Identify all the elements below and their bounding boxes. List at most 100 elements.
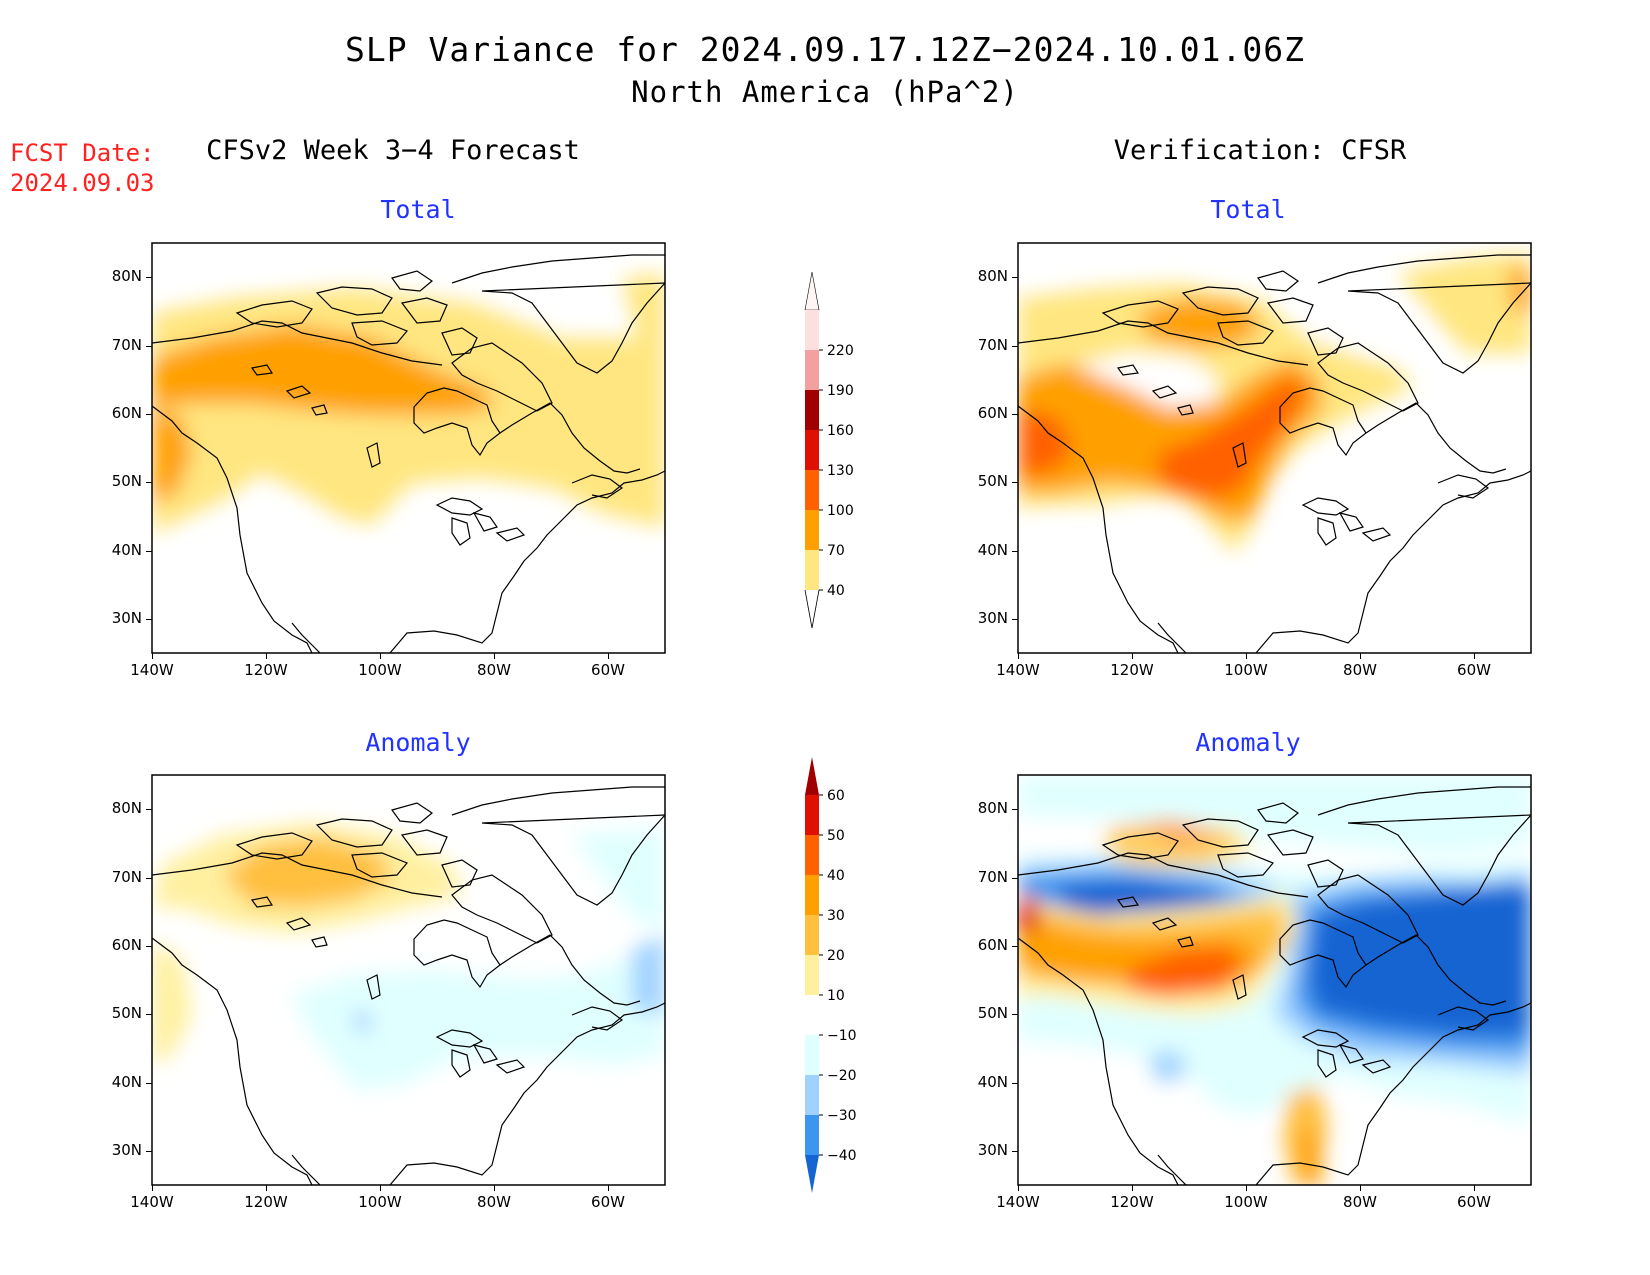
total-colorbar-swatch: [805, 390, 819, 430]
total-colorbar: 40 70 100 130 160 190 220: [804, 271, 885, 629]
fcst-date-value: 2024.09.03: [10, 169, 155, 197]
forecast-anomaly-lon-tickmark: [494, 1185, 495, 1191]
total-colorbar-label: 70: [827, 543, 845, 559]
anomaly-colorbar-high-arrow: [805, 757, 819, 795]
verification-anomaly-lon-tick: 120W: [1110, 1193, 1154, 1211]
forecast-anomaly-lat-tickmark: [146, 809, 152, 811]
forecast-anomaly-lat-tick: 30N: [111, 1140, 142, 1159]
verification-column-heading: Verification: CFSR: [1113, 135, 1407, 166]
verification-anomaly-lat-tickmark: [1012, 945, 1018, 947]
verification-total-lat-tick: 70N: [977, 335, 1008, 354]
fcst-date-label: FCST Date:: [10, 139, 155, 167]
forecast-total-lat-tickmark: [146, 550, 152, 552]
verification-anomaly-lon-tickmark: [1360, 1185, 1361, 1191]
anomaly-colorbar-label: 30: [827, 908, 845, 924]
verification-total-lat-tick: 50N: [977, 472, 1008, 491]
verification-anomaly-lat-tick: 50N: [977, 1004, 1008, 1023]
verification-anomaly-lon-tick: 80W: [1343, 1193, 1377, 1211]
anomaly-colorbar-swatch: [805, 835, 819, 875]
forecast-anomaly-lat-tick: 50N: [111, 1004, 142, 1023]
verification-total-lat-tickmark: [1012, 618, 1018, 620]
forecast-anomaly-lat-tickmark: [146, 1150, 152, 1152]
forecast-anomaly-lon-tickmark: [608, 1185, 609, 1191]
verification-total-lon-tickmark: [1018, 653, 1019, 659]
verification-total-lat-tick: 40N: [977, 540, 1008, 559]
forecast-anomaly-lon-tick: 140W: [130, 1193, 174, 1211]
total-colorbar-label: 130: [827, 463, 854, 479]
total-colorbar-high-arrow: [804, 271, 820, 311]
forecast-total-lat-tickmark: [146, 277, 152, 279]
anomaly-colorbar-swatch: [805, 1035, 819, 1075]
main-subtitle: North America (hPa^2): [631, 75, 1019, 109]
total-colorbar-label: 220: [827, 343, 854, 359]
verification-total-lat-tickmark: [1012, 277, 1018, 279]
anomaly-colorbar-label: −30: [827, 1108, 857, 1124]
total-colorbar-swatch: [805, 470, 819, 510]
total-colorbar-swatch: [805, 430, 819, 470]
forecast-total-lat-tick: 50N: [111, 472, 142, 491]
verification-anomaly-lat-tick: 60N: [977, 935, 1008, 954]
verification-total-lon-tick: 140W: [996, 661, 1040, 679]
forecast-total-lon-tickmark: [608, 653, 609, 659]
verification-anomaly-lon-tick: 100W: [1224, 1193, 1268, 1211]
verification-total-plot: [1017, 242, 1532, 654]
forecast-anomaly-lat-tickmark: [146, 877, 152, 879]
anomaly-colorbar-label: −10: [827, 1028, 857, 1044]
verification-total-lat-tickmark: [1012, 345, 1018, 347]
anomaly-colorbar-label: 60: [827, 788, 845, 804]
fcst-date-block: FCST Date: 2024.09.03: [10, 138, 155, 198]
verification-total-lat-tickmark: [1012, 413, 1018, 415]
forecast-anomaly-lat-tick: 70N: [111, 867, 142, 886]
verification-total-lat-tick: 80N: [977, 267, 1008, 286]
verification-total-map: [1017, 242, 1532, 657]
anomaly-colorbar-label: 10: [827, 988, 845, 1004]
verification-anomaly-lat-tickmark: [1012, 809, 1018, 811]
forecast-anomaly-lat-tick: 60N: [111, 935, 142, 954]
forecast-total-map: [151, 242, 666, 657]
verification-anomaly-lon-tickmark: [1246, 1185, 1247, 1191]
forecast-anomaly-lon-tick: 120W: [244, 1193, 288, 1211]
forecast-anomaly-lat-tickmark: [146, 945, 152, 947]
verification-anomaly-lat-tick: 30N: [977, 1140, 1008, 1159]
verification-total-lat-tick: 60N: [977, 403, 1008, 422]
forecast-anomaly-lon-tick: 60W: [591, 1193, 625, 1211]
forecast-total-plot: [151, 242, 666, 654]
verification-total-lon-tick: 120W: [1110, 661, 1154, 679]
total-colorbar-label: 190: [827, 383, 854, 399]
forecast-anomaly-lon-tickmark: [266, 1185, 267, 1191]
forecast-anomaly-lon-tickmark: [152, 1185, 153, 1191]
forecast-total-lat-tick: 60N: [111, 403, 142, 422]
main-title: SLP Variance for 2024.09.17.12Z−2024.10.…: [345, 30, 1305, 69]
verification-anomaly-lat-tick: 40N: [977, 1072, 1008, 1091]
verification-anomaly-lat-tickmark: [1012, 1150, 1018, 1152]
verification-anomaly-plot: [1017, 774, 1532, 1186]
forecast-anomaly-lat-tick: 40N: [111, 1072, 142, 1091]
verification-total-lon-tick: 60W: [1457, 661, 1491, 679]
verification-total-lon-tick: 100W: [1224, 661, 1268, 679]
total-colorbar-label: 40: [827, 583, 845, 599]
anomaly-colorbar-label: 20: [827, 948, 845, 964]
anomaly-colorbar-swatch: [805, 795, 819, 835]
verification-total-lon-tick: 80W: [1343, 661, 1377, 679]
forecast-anomaly-lon-tick: 100W: [358, 1193, 402, 1211]
total-colorbar-swatch: [805, 550, 819, 590]
anomaly-colorbar-svg: 60 50 40 30 20 10 −10 −20 −30 −40: [805, 757, 857, 1193]
forecast-total-lat-tick: 70N: [111, 335, 142, 354]
forecast-total-lat-tickmark: [146, 482, 152, 484]
forecast-total-lat-tick: 80N: [111, 267, 142, 286]
forecast-total-title: Total: [380, 195, 456, 224]
anomaly-colorbar-swatch: [805, 955, 819, 995]
forecast-total-lon-tick: 60W: [591, 661, 625, 679]
forecast-anomaly-title: Anomaly: [365, 728, 471, 757]
forecast-total-lat-tickmark: [146, 413, 152, 415]
anomaly-colorbar-swatch: [805, 995, 819, 1035]
verification-total-lat-tick: 30N: [977, 608, 1008, 627]
forecast-total-lat-tickmark: [146, 345, 152, 347]
verification-anomaly-lat-tick: 70N: [977, 867, 1008, 886]
forecast-anomaly-plot: [151, 774, 666, 1186]
verification-anomaly-lon-tick: 140W: [996, 1193, 1040, 1211]
total-colorbar-svg: 40 70 100 130 160 190 220: [804, 271, 854, 629]
forecast-total-lon-tickmark: [152, 653, 153, 659]
forecast-total-lon-tick: 140W: [130, 661, 174, 679]
forecast-anomaly-lon-tickmark: [380, 1185, 381, 1191]
